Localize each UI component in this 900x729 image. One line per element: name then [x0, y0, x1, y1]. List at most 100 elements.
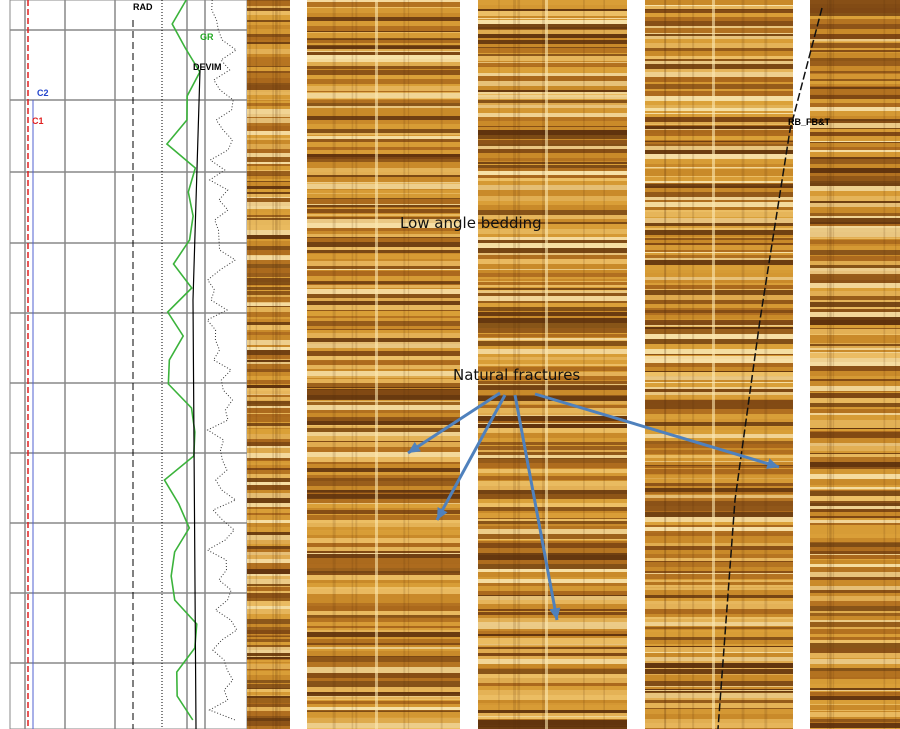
- image-texture: [307, 564, 460, 568]
- image-texture: [247, 656, 290, 657]
- image-texture: [645, 580, 793, 582]
- image-texture: [307, 387, 460, 388]
- image-texture: [307, 242, 460, 247]
- image-texture: [307, 472, 460, 474]
- image-texture: [307, 499, 460, 503]
- image-texture: [810, 431, 900, 432]
- image-texture: [307, 442, 460, 447]
- image-texture: [810, 490, 900, 491]
- image-texture: [810, 61, 900, 66]
- image-streak: [603, 0, 605, 729]
- image-texture: [810, 577, 900, 580]
- image-texture: [810, 722, 900, 723]
- image-texture: [307, 139, 460, 142]
- image-texture: [307, 91, 460, 92]
- image-texture: [307, 589, 460, 594]
- image-texture: [307, 498, 460, 499]
- image-texture: [247, 636, 290, 637]
- image-texture: [307, 457, 460, 462]
- image-texture: [307, 38, 460, 39]
- image-texture: [307, 710, 460, 711]
- image-texture: [645, 260, 793, 265]
- image-texture: [645, 108, 793, 111]
- image-texture: [307, 494, 460, 498]
- image-texture: [810, 717, 900, 719]
- image-texture: [645, 438, 793, 441]
- image-texture: [307, 523, 460, 527]
- image-texture: [247, 37, 290, 40]
- image-texture: [645, 630, 793, 632]
- image-texture: [645, 554, 793, 558]
- image-texture: [247, 624, 290, 627]
- image-texture: [307, 656, 460, 657]
- image-texture: [307, 632, 460, 637]
- image-texture: [307, 668, 460, 673]
- image-texture: [247, 696, 290, 698]
- image-texture: [810, 226, 900, 228]
- image-texture: [645, 228, 793, 230]
- image-streak: [441, 0, 443, 729]
- image-texture: [247, 647, 290, 650]
- image-texture: [645, 525, 793, 527]
- image-texture: [307, 182, 460, 183]
- image-texture: [645, 367, 793, 370]
- image-texture: [307, 311, 460, 316]
- image-texture: [247, 446, 290, 448]
- image-texture: [307, 637, 460, 639]
- image-texture: [645, 622, 793, 626]
- image-texture: [810, 52, 900, 53]
- image-texture: [645, 646, 793, 647]
- image-texture: [810, 653, 900, 658]
- image-texture: [810, 191, 900, 196]
- image-texture: [645, 308, 793, 310]
- image-streak: [279, 0, 280, 729]
- image-texture: [810, 593, 900, 596]
- image-texture: [307, 563, 460, 564]
- image-texture: [645, 344, 793, 348]
- image-texture: [247, 230, 290, 235]
- image-texture: [645, 159, 793, 164]
- image-texture: [307, 475, 460, 478]
- image-texture: [307, 150, 460, 154]
- image-texture: [247, 149, 290, 153]
- image-texture: [307, 711, 460, 712]
- image-texture: [810, 132, 900, 136]
- image-texture: [810, 572, 900, 577]
- image-texture: [247, 100, 290, 101]
- image-texture: [645, 598, 793, 601]
- image-texture: [645, 455, 793, 458]
- image-texture: [645, 582, 793, 585]
- image-texture: [247, 34, 290, 37]
- image-texture: [810, 74, 900, 79]
- image-texture: [810, 222, 900, 224]
- image-texture: [645, 494, 793, 495]
- image-streak: [678, 0, 681, 729]
- image-texture: [810, 99, 900, 103]
- image-texture: [247, 90, 290, 92]
- image-texture: [645, 280, 793, 283]
- image-texture: [810, 48, 900, 50]
- image-texture: [247, 44, 290, 49]
- image-streak: [692, 0, 694, 729]
- image-texture: [307, 707, 460, 710]
- image-texture: [810, 58, 900, 61]
- image-texture: [645, 13, 793, 17]
- image-texture: [645, 72, 793, 77]
- image-texture: [645, 426, 793, 427]
- image-texture: [307, 147, 460, 150]
- image-texture: [307, 305, 460, 310]
- image-texture: [307, 0, 460, 2]
- image-texture: [307, 723, 460, 728]
- image-texture: [645, 315, 793, 319]
- image-texture: [247, 474, 290, 478]
- image-texture: [645, 240, 793, 243]
- image-texture: [247, 401, 290, 404]
- image-texture: [247, 544, 290, 546]
- image-texture: [810, 111, 900, 116]
- image-texture: [307, 204, 460, 205]
- image-texture: [307, 383, 460, 387]
- image-texture: [307, 447, 460, 452]
- image-texture: [810, 94, 900, 95]
- image-texture: [247, 287, 290, 290]
- image-texture: [645, 501, 793, 506]
